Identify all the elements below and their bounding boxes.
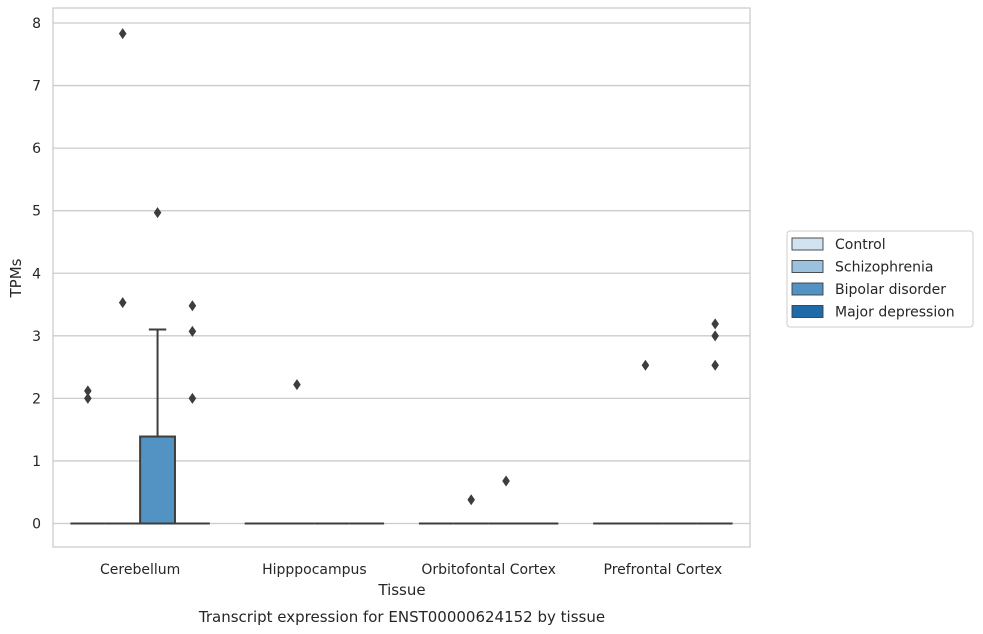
plot-frame: [52, 7, 751, 548]
legend: Control Schizophrenia Bipolar disorder Majo…: [786, 230, 974, 328]
y-tick-label: 7: [32, 79, 41, 95]
outlier-point: [293, 379, 301, 391]
legend-items: Control Schizophrenia Bipolar disorder Majo…: [791, 237, 955, 321]
outlier-point: [502, 475, 510, 487]
y-tick-label: 2: [32, 391, 41, 407]
outlier-point: [711, 330, 719, 342]
x-axis-label: Tissue: [377, 581, 425, 599]
legend-label: Control: [835, 237, 886, 253]
outlier-point: [188, 392, 197, 404]
outlier-point: [711, 359, 719, 371]
box-cerebellum-bipolar-disorder: [139, 328, 176, 525]
outlier-point: [467, 494, 475, 506]
outliers: [84, 28, 719, 506]
y-tick-label: 1: [32, 454, 41, 470]
outlier-point: [153, 207, 162, 219]
y-tick-labels: 0 1 2 3 4 5 6 7 8: [32, 16, 41, 533]
outlier-point: [188, 325, 197, 337]
x-tick-label: Cerebellum: [100, 562, 180, 578]
y-tick-label: 4: [32, 266, 41, 282]
outlier-point: [84, 392, 92, 404]
legend-swatch: [791, 260, 824, 273]
outlier-point: [188, 300, 197, 312]
y-tick-label: 3: [32, 329, 41, 345]
legend-label: Bipolar disorder: [835, 282, 946, 298]
x-tick-labels: Cerebellum Hipppocampus Orbitofontal Corte…: [100, 562, 722, 578]
legend-label: Major depression: [835, 305, 955, 321]
box-body: [139, 435, 176, 525]
outlier-point: [118, 28, 127, 40]
chart-caption: Transcript expression for ENST0000062415…: [198, 608, 605, 626]
y-tick-label: 5: [32, 204, 41, 220]
x-tick-label: Orbitofontal Cortex: [421, 562, 556, 578]
legend-frame: [786, 230, 974, 328]
legend-swatch: [791, 237, 824, 251]
legend-swatch: [791, 305, 824, 318]
legend-swatch: [791, 282, 824, 296]
legend-label: Schizophrenia: [835, 260, 933, 276]
x-tick-label: Hipppocampus: [262, 562, 367, 578]
y-axis-label: TPMs: [7, 258, 25, 298]
outlier-point: [641, 359, 650, 371]
outlier-point: [118, 297, 127, 309]
boxes: [70, 328, 733, 525]
y-tick-label: 0: [32, 517, 41, 533]
outlier-point: [84, 385, 92, 397]
y-tick-label: 6: [32, 141, 41, 157]
y-tick-label: 8: [32, 16, 41, 32]
outlier-point: [711, 318, 719, 330]
x-tick-label: Prefrontal Cortex: [604, 562, 723, 578]
